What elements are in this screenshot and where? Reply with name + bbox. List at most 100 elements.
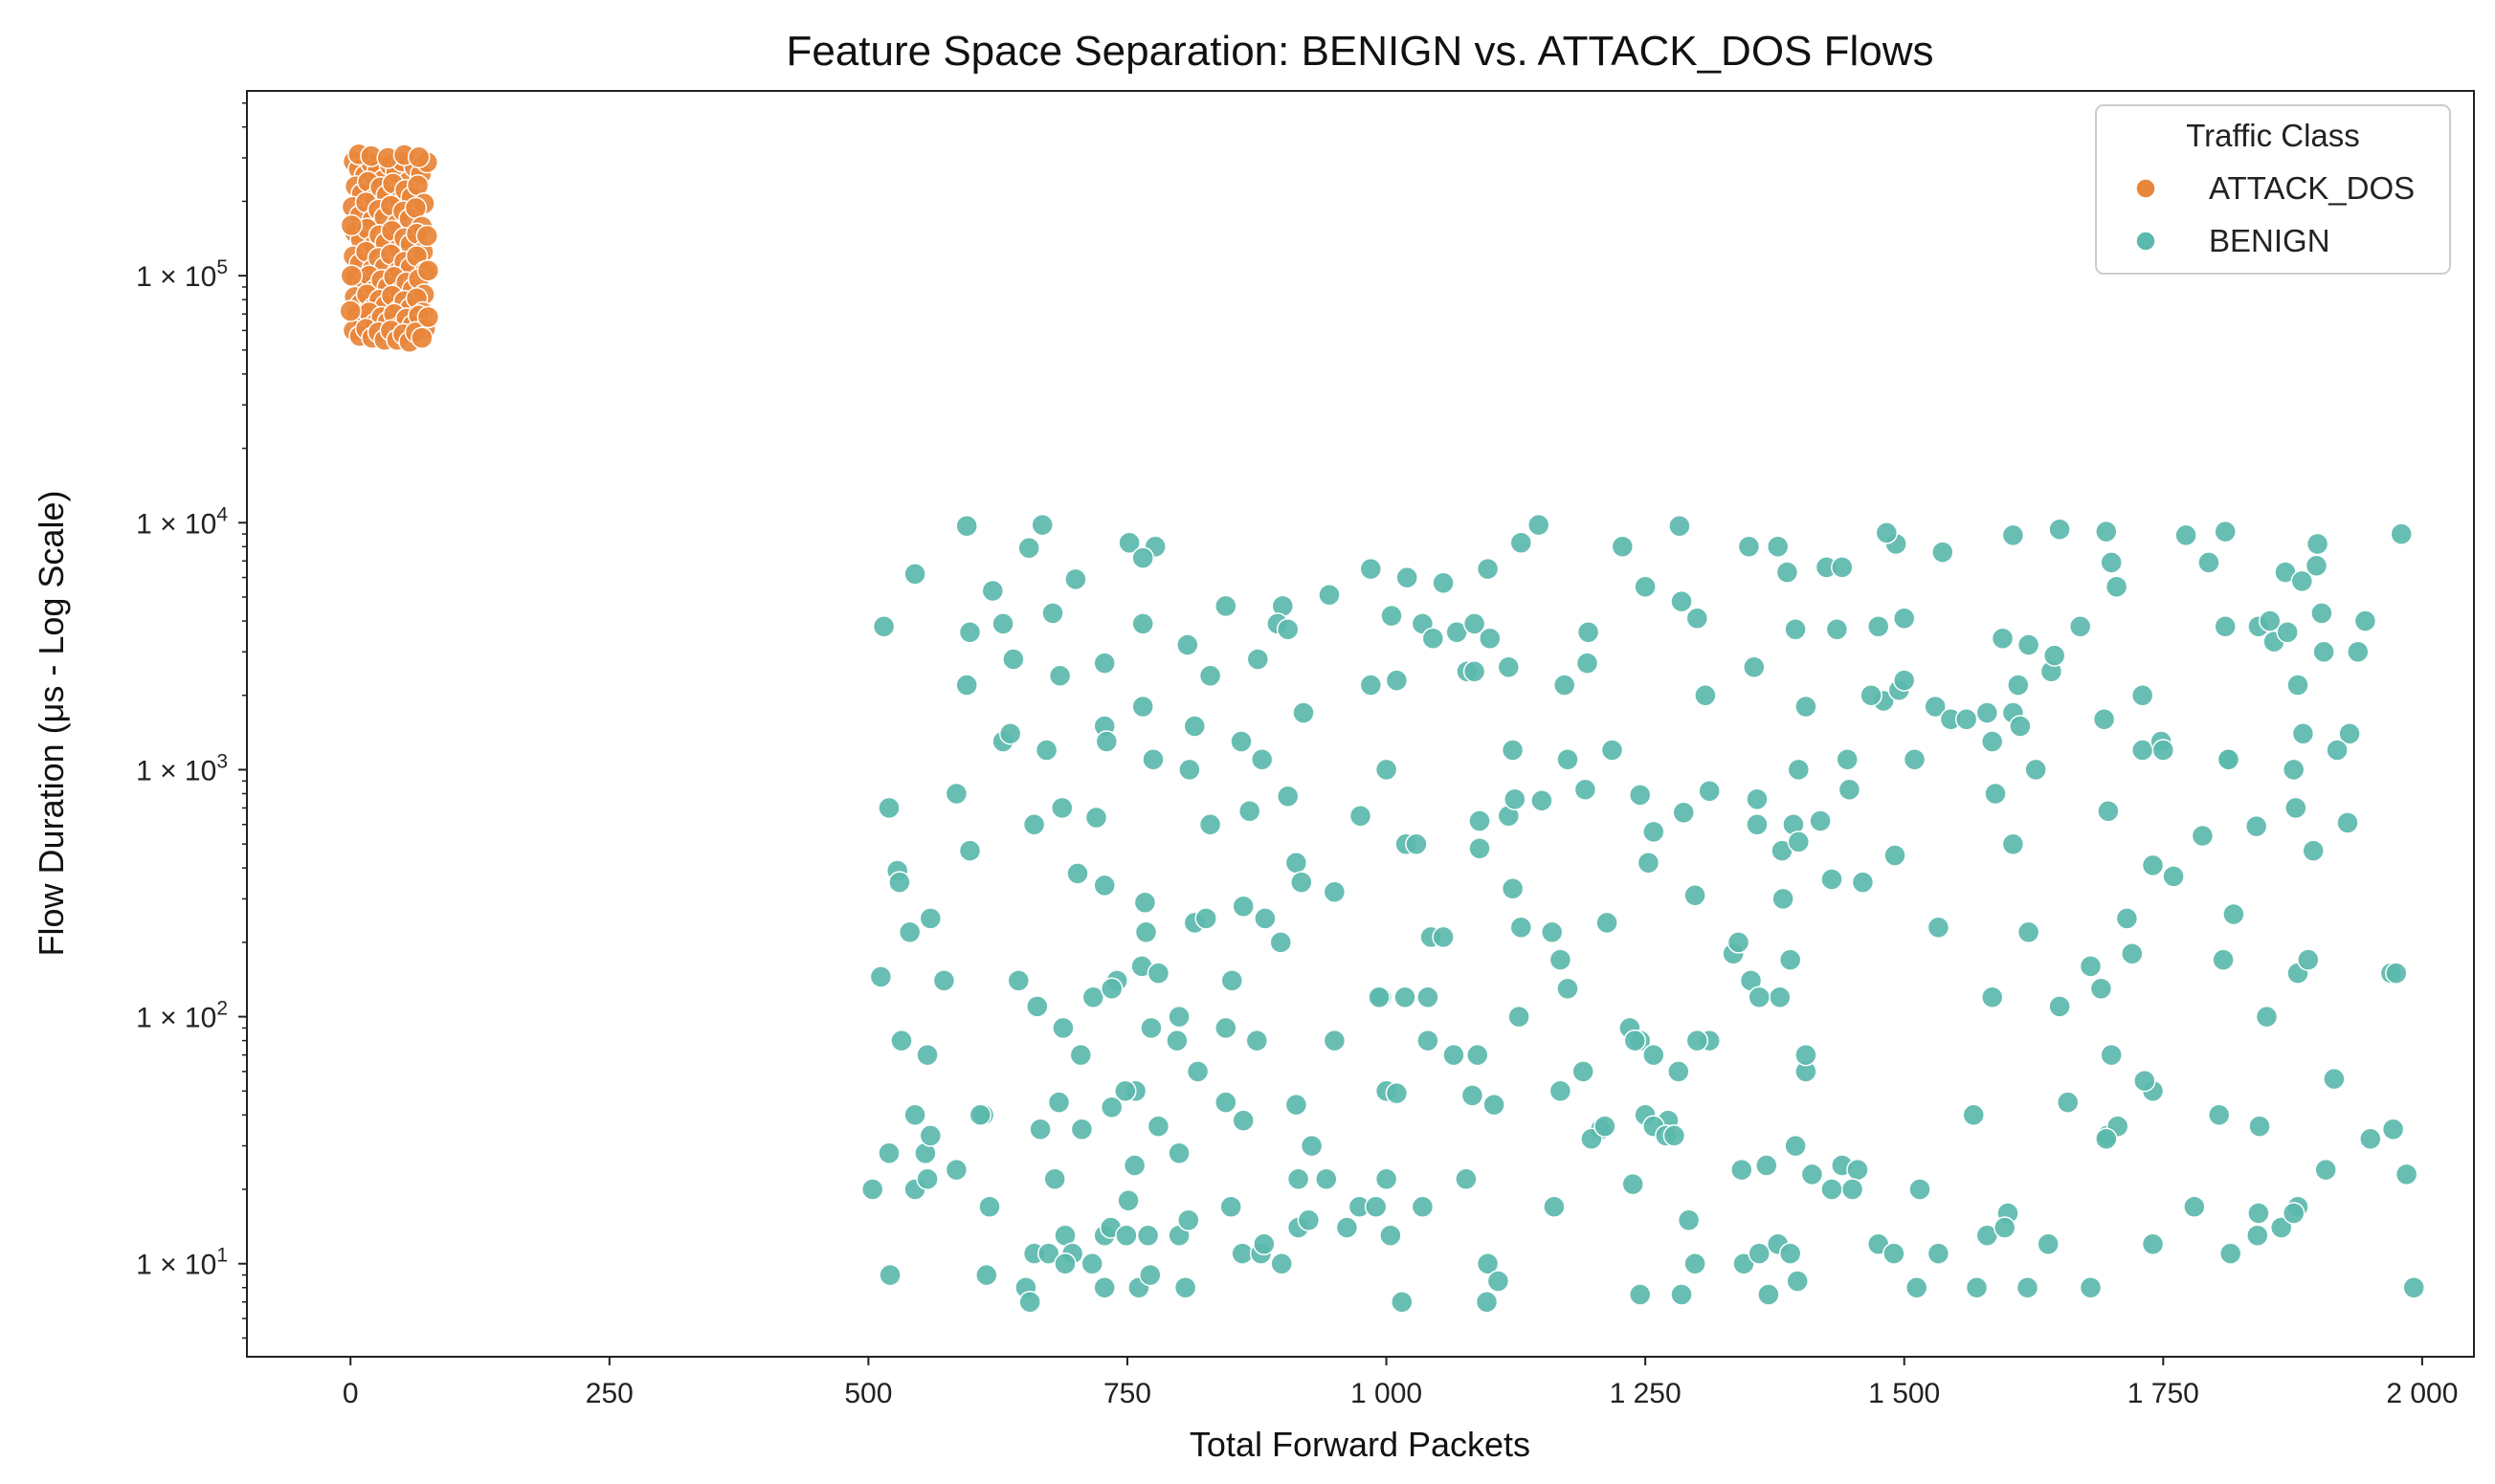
- point-benign: [978, 1195, 1001, 1219]
- point-benign: [2197, 551, 2220, 574]
- point-benign: [1374, 758, 1398, 782]
- point-benign: [1526, 513, 1550, 537]
- point-benign: [1667, 1060, 1690, 1083]
- point-benign: [1421, 627, 1445, 650]
- point-benign: [1131, 546, 1154, 569]
- point-benign: [1194, 907, 1217, 930]
- point-benign: [2095, 1127, 2118, 1151]
- point-benign: [1231, 1242, 1254, 1265]
- point-benign: [1726, 931, 1750, 954]
- point-benign: [1931, 541, 1954, 564]
- point-benign: [903, 563, 926, 586]
- legend-marker-attack-dos: [2135, 178, 2156, 199]
- point-benign: [2336, 811, 2359, 834]
- point-attack-dos: [416, 305, 440, 329]
- point-benign: [1176, 633, 1199, 656]
- point-benign: [1198, 664, 1222, 688]
- point-benign: [1530, 788, 1553, 812]
- point-benign: [2016, 633, 2040, 656]
- point-benign: [2284, 796, 2307, 820]
- legend: Traffic Class ATTACK_DOS BENIGN: [2095, 104, 2451, 275]
- point-benign: [1284, 1093, 1308, 1117]
- point-benign: [1468, 836, 1491, 860]
- point-benign: [2162, 865, 2185, 888]
- point-benign: [2381, 1118, 2405, 1141]
- point-benign: [2100, 1043, 2123, 1067]
- point-benign: [2312, 640, 2335, 664]
- data-points: [339, 143, 2425, 1314]
- point-benign: [1476, 1251, 1500, 1275]
- point-benign: [1230, 730, 1253, 753]
- point-benign: [1668, 514, 1691, 538]
- point-benign: [1123, 1154, 1147, 1177]
- point-benign: [1831, 556, 1854, 579]
- point-benign: [1177, 1208, 1200, 1232]
- point-benign: [2024, 758, 2047, 782]
- point-benign: [1672, 801, 1695, 825]
- point-benign: [2246, 1224, 2269, 1248]
- point-benign: [1623, 1029, 1647, 1052]
- point-benign: [1379, 1224, 1402, 1248]
- point-benign: [2100, 551, 2123, 574]
- point-benign: [1475, 1290, 1499, 1314]
- point-benign: [1432, 571, 1455, 595]
- point-benign: [2244, 814, 2268, 838]
- x-tick-label: 500: [844, 1378, 892, 1409]
- point-benign: [1924, 695, 1947, 719]
- y-tick-label: 1 × 101: [136, 1245, 228, 1281]
- point-benign: [1374, 1167, 1398, 1191]
- point-benign: [1732, 1251, 1755, 1275]
- point-benign: [2314, 1158, 2337, 1182]
- point-benign: [1965, 1276, 1989, 1299]
- point-benign: [1642, 820, 1665, 844]
- point-benign: [1778, 948, 1802, 971]
- point-benign: [2079, 955, 2103, 978]
- legend-box: [2095, 104, 2451, 275]
- point-benign: [1466, 1043, 1489, 1067]
- point-benign: [2089, 977, 2113, 1000]
- point-benign: [1683, 1251, 1706, 1275]
- point-benign: [1031, 513, 1054, 537]
- point-benign: [1385, 669, 1409, 692]
- point-benign: [1093, 874, 1116, 897]
- point-benign: [1840, 1178, 1864, 1201]
- point-benign: [2222, 902, 2245, 926]
- point-benign: [1637, 851, 1660, 875]
- point-benign: [1482, 1093, 1505, 1117]
- point-benign: [1186, 1060, 1210, 1083]
- point-attack-dos: [415, 224, 439, 248]
- point-benign: [2141, 853, 2165, 877]
- point-benign: [1820, 868, 1843, 891]
- point-benign: [2347, 640, 2370, 664]
- point-benign: [916, 1043, 939, 1067]
- point-benign: [945, 1158, 969, 1182]
- point-benign: [1825, 618, 1849, 641]
- point-benign: [1846, 1158, 1869, 1182]
- point-benign: [1548, 948, 1572, 971]
- point-benign: [879, 1263, 902, 1287]
- point-benign: [1036, 1242, 1060, 1265]
- point-benign: [2390, 522, 2413, 545]
- point-benign: [1787, 758, 1811, 782]
- point-benign: [1769, 986, 1792, 1008]
- point-benign: [1476, 557, 1500, 581]
- point-benign: [1253, 1232, 1276, 1256]
- point-benign: [1290, 871, 1313, 894]
- point-benign: [2001, 832, 2025, 855]
- x-tick-label: 750: [1103, 1378, 1151, 1409]
- point-benign: [1214, 1091, 1237, 1114]
- point-benign: [1131, 695, 1154, 719]
- point-benign: [1787, 831, 1811, 853]
- point-benign: [1755, 1154, 1778, 1177]
- point-benign: [919, 1124, 943, 1147]
- point-benign: [2095, 520, 2118, 543]
- point-benign: [2105, 575, 2128, 599]
- point-benign: [1017, 536, 1040, 560]
- point-benign: [1927, 1242, 1950, 1265]
- point-benign: [1892, 607, 1916, 631]
- point-benign: [1820, 1178, 1843, 1201]
- point-benign: [1851, 871, 1875, 894]
- point-benign: [1080, 1251, 1103, 1275]
